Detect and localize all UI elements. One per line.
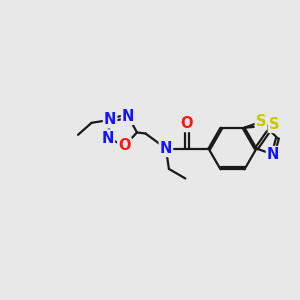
Text: O: O [181,116,193,131]
Text: N: N [102,130,114,146]
Text: N: N [160,141,172,156]
Text: S: S [256,114,266,129]
Text: N: N [267,147,279,162]
Text: N: N [104,112,116,127]
Text: O: O [118,138,131,153]
Text: S: S [269,117,279,132]
Text: N: N [122,109,134,124]
